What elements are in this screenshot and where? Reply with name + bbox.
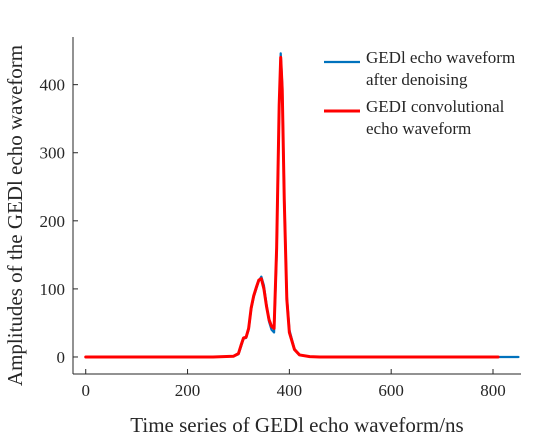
x-tick-label: 200 — [175, 381, 201, 400]
axes: 0 200 400 600 800 0 100 200 300 400 — [40, 37, 521, 400]
y-tick-label: 100 — [40, 280, 66, 299]
x-tick-label: 600 — [378, 381, 404, 400]
x-tick-label: 800 — [480, 381, 506, 400]
legend-label-1: GEDl echo waveform — [366, 48, 515, 67]
legend-label-2: echo waveform — [366, 119, 471, 138]
x-axis-title: Time series of GEDl echo waveform/ns — [130, 413, 463, 437]
series-layer — [84, 52, 520, 359]
legend-label-2: GEDI convolutional — [366, 97, 505, 116]
x-tick-label: 0 — [81, 381, 90, 400]
series-line-2 — [84, 55, 500, 359]
x-tick-label: 400 — [277, 381, 303, 400]
y-tick-label: 0 — [57, 348, 66, 367]
y-tick-label: 300 — [40, 144, 66, 163]
legend-label-1: after denoising — [366, 70, 468, 89]
y-tick-label: 200 — [40, 212, 66, 231]
legend: GEDl echo waveform after denoising GEDI co… — [324, 48, 515, 138]
y-tick-label: 400 — [40, 76, 66, 95]
y-axis-title: Amplitudes of the GEDl echo waveform — [3, 45, 27, 386]
